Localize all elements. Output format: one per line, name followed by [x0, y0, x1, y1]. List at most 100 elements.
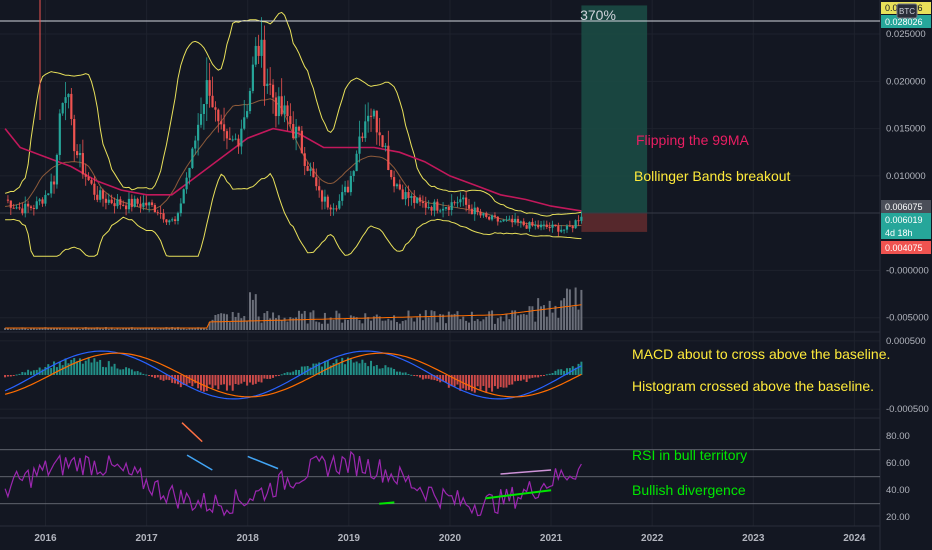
candle-body [450, 202, 453, 210]
volume-bar [542, 305, 545, 330]
long-position-tool[interactable] [0, 5, 880, 232]
price-tick--0.005000: -0.005000 [886, 313, 929, 324]
volume-bars [4, 287, 583, 330]
volume-bar [246, 321, 249, 330]
macd-hist-bar [375, 365, 378, 375]
volume-bar [447, 311, 450, 330]
volume-bar [156, 328, 159, 330]
macd-hist-bar [179, 375, 182, 388]
macd-tick-0.000500: 0.000500 [886, 336, 926, 347]
volume-bar [522, 314, 525, 330]
macd-hist-bar [220, 375, 223, 385]
volume-bar [110, 327, 113, 330]
macd-hist-bar [433, 375, 436, 381]
candle-body [433, 201, 436, 211]
volume-bar [375, 314, 378, 330]
macd-hist-bar [488, 375, 491, 388]
macd-hist-bar [404, 372, 407, 375]
candle-body [12, 207, 15, 209]
bollinger-upper [4, 11, 582, 217]
macd-hist-bar [398, 371, 401, 375]
volume-ma-path [5, 304, 582, 329]
macd-hist-bar [410, 374, 413, 376]
macd-hist-bar [370, 360, 373, 375]
volume-bar [272, 312, 275, 330]
volume-bar [479, 321, 482, 330]
candle-body [580, 216, 583, 221]
macd-hist-bar [312, 363, 315, 375]
volume-bar [439, 314, 442, 330]
candle-body [384, 145, 387, 148]
macd-hist-bar [468, 375, 471, 391]
svg-text:0.006019: 0.006019 [885, 215, 923, 225]
macd-hist-bar [416, 375, 419, 377]
candle-body [231, 139, 234, 141]
macd-hist-bar [277, 375, 280, 376]
volume-bar [200, 327, 203, 330]
macd-hist-bar [15, 374, 18, 376]
rsi-line [4, 450, 582, 517]
macd-hist-bar [231, 375, 234, 391]
bollinger-lower [5, 172, 582, 257]
volume-bar [35, 328, 38, 330]
macd-hist-bar [266, 375, 269, 379]
candle-body [453, 202, 456, 204]
rsi-top-orange [181, 422, 203, 443]
volume-bar [165, 327, 168, 330]
macd-hist-bar [171, 375, 174, 383]
macd-hist-bar [525, 375, 528, 383]
volume-bar [208, 322, 211, 330]
candle-body [369, 115, 373, 117]
volume-bar [338, 313, 341, 330]
volume-bar [502, 321, 505, 330]
candle-body [516, 218, 520, 223]
macd-hist-bar [234, 375, 237, 385]
candle-body [257, 45, 260, 56]
candle-body [280, 96, 283, 115]
volume-bar [358, 320, 361, 330]
volume-bar [61, 328, 64, 330]
macd-hist-bar [493, 375, 496, 387]
volume-bar [289, 317, 292, 330]
volume-bar [202, 328, 205, 330]
macd-hist-bar [349, 359, 352, 375]
candle-body [401, 189, 404, 200]
stop-zone [581, 212, 648, 232]
candle-body [548, 226, 551, 228]
volume-bar [482, 319, 485, 330]
macd-hist-bar [110, 366, 113, 375]
candle-body [44, 194, 47, 204]
macd-hist-bar [200, 375, 203, 391]
rsi-divergence-lines [181, 422, 552, 505]
volume-bar [430, 310, 433, 330]
macd-hist-bar [540, 375, 543, 377]
macd-hist-bar [378, 368, 381, 375]
candle-body [404, 192, 407, 200]
macd-hist-bar [122, 369, 125, 375]
macd-hist-bar [87, 357, 90, 375]
macd-hist-bar [274, 375, 277, 377]
volume-bar [53, 327, 56, 330]
macd-hist-bar [102, 366, 105, 375]
candle-body [338, 200, 341, 209]
candle-body [292, 124, 295, 139]
macd-hist-bar [528, 375, 531, 379]
volume-bar [297, 310, 300, 330]
candle-body [447, 207, 450, 210]
macd-hist-bar [401, 372, 404, 375]
volume-bar [401, 321, 404, 330]
candle-body [560, 229, 563, 232]
vertical-grid [45, 0, 855, 526]
volume-bar [303, 310, 306, 330]
candle-body [571, 226, 574, 229]
candle-body [355, 153, 358, 172]
candle-body [150, 202, 154, 206]
position-percent-label: 370% [580, 7, 616, 23]
candle-body [24, 203, 27, 214]
candle-body [113, 203, 116, 207]
macd-hist-bar [127, 368, 130, 375]
volume-bar [168, 327, 171, 330]
volume-bar [191, 327, 194, 330]
year-label-2018: 2018 [237, 533, 260, 544]
